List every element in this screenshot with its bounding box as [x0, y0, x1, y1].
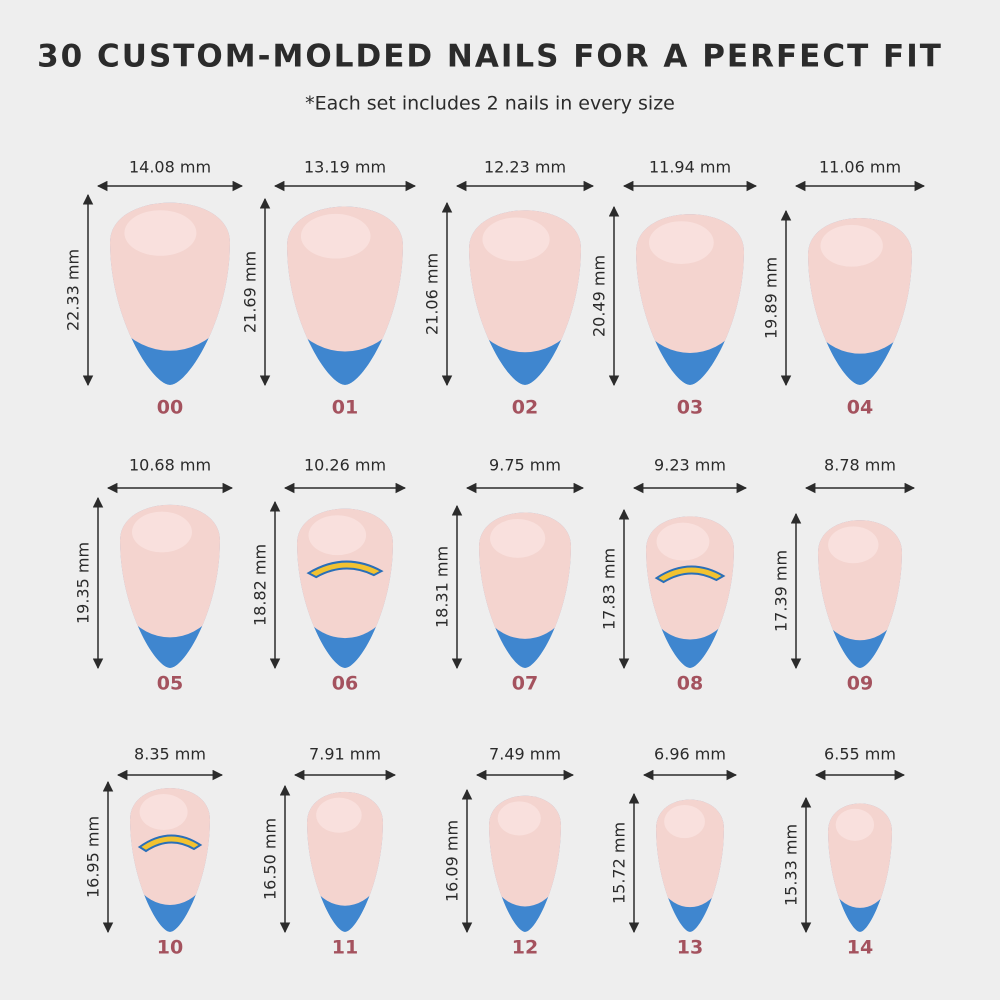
size-number: 04 — [847, 397, 873, 419]
subtitle: *Each set includes 2 nails in every size — [305, 93, 675, 115]
nail-shine — [482, 217, 550, 262]
nail-shine — [497, 801, 541, 836]
length-label: 20.49 mm — [590, 255, 609, 337]
length-label: 18.31 mm — [433, 546, 452, 628]
nail-shine — [132, 511, 192, 553]
width-label: 10.68 mm — [129, 456, 211, 475]
title: 30 CUSTOM-MOLDED NAILS FOR A PERFECT FIT — [37, 39, 943, 75]
width-label: 14.08 mm — [129, 158, 211, 177]
nail — [287, 206, 403, 385]
size-number: 11 — [332, 937, 358, 959]
length-label: 21.69 mm — [241, 251, 260, 333]
nail-shine — [139, 794, 188, 830]
nail-shine — [490, 518, 546, 558]
nail-shine — [124, 210, 197, 256]
nail-body — [636, 214, 744, 353]
nail-body — [828, 803, 892, 908]
width-label: 9.23 mm — [654, 456, 726, 475]
length-label: 16.09 mm — [443, 820, 462, 902]
nail-body — [479, 512, 571, 639]
nail — [828, 803, 892, 932]
nail — [489, 795, 561, 932]
nail-shine — [300, 213, 371, 259]
width-label: 7.91 mm — [309, 745, 381, 764]
nail-body — [287, 206, 403, 352]
logo — [654, 565, 726, 584]
nail — [307, 791, 383, 932]
nail — [297, 508, 393, 668]
nail-body — [120, 504, 220, 638]
width-label: 11.06 mm — [819, 158, 901, 177]
width-label: 13.19 mm — [304, 158, 386, 177]
length-label: 21.06 mm — [423, 253, 442, 335]
nail — [646, 516, 734, 668]
size-number: 02 — [512, 397, 538, 419]
size-number: 10 — [157, 937, 183, 959]
size-number: 03 — [677, 397, 703, 419]
width-label: 12.23 mm — [484, 158, 566, 177]
size-number: 01 — [332, 397, 358, 419]
size-number: 14 — [847, 937, 873, 959]
nail — [636, 214, 744, 385]
nail — [656, 799, 724, 932]
nail — [130, 788, 210, 932]
length-label: 22.33 mm — [64, 249, 83, 331]
width-label: 6.96 mm — [654, 745, 726, 764]
width-label: 8.78 mm — [824, 456, 896, 475]
nail-shine — [835, 808, 875, 841]
size-number: 07 — [512, 673, 538, 695]
length-label: 17.39 mm — [772, 550, 791, 632]
length-label: 17.83 mm — [600, 548, 619, 630]
nail-shine — [648, 221, 714, 264]
nail-body — [818, 520, 902, 641]
length-label: 19.89 mm — [762, 257, 781, 339]
width-label: 8.35 mm — [134, 745, 206, 764]
length-label: 15.72 mm — [610, 822, 629, 904]
nail-shine — [316, 797, 362, 833]
nail-shine — [308, 515, 367, 556]
nail-shine — [820, 224, 883, 267]
logo — [306, 560, 384, 579]
width-label: 10.26 mm — [304, 456, 386, 475]
logo — [137, 834, 203, 853]
size-number: 12 — [512, 937, 538, 959]
nail — [469, 210, 581, 385]
nail-shine — [664, 805, 705, 839]
nail — [120, 504, 220, 668]
length-label: 16.95 mm — [84, 816, 103, 898]
nail — [110, 202, 230, 385]
width-label: 9.75 mm — [489, 456, 561, 475]
nail-body — [307, 791, 383, 906]
nail-body — [489, 795, 561, 907]
width-label: 6.55 mm — [824, 745, 896, 764]
width-label: 7.49 mm — [489, 745, 561, 764]
nail — [818, 520, 902, 668]
nail-body — [656, 799, 724, 908]
size-number: 00 — [157, 397, 183, 419]
size-number: 06 — [332, 673, 358, 695]
nail-body — [469, 210, 581, 353]
nail — [808, 217, 912, 385]
length-label: 18.82 mm — [251, 544, 270, 626]
nail-body — [110, 202, 230, 351]
nail — [479, 512, 571, 668]
nail-shine — [828, 526, 879, 564]
size-number: 05 — [157, 673, 183, 695]
width-label: 11.94 mm — [649, 158, 731, 177]
nail-body — [808, 217, 912, 354]
length-label: 19.35 mm — [74, 542, 93, 624]
size-number: 13 — [677, 937, 703, 959]
size-number: 09 — [847, 673, 873, 695]
length-label: 16.50 mm — [261, 818, 280, 900]
nail-shine — [656, 522, 710, 561]
size-number: 08 — [677, 673, 703, 695]
length-label: 15.33 mm — [782, 824, 801, 906]
